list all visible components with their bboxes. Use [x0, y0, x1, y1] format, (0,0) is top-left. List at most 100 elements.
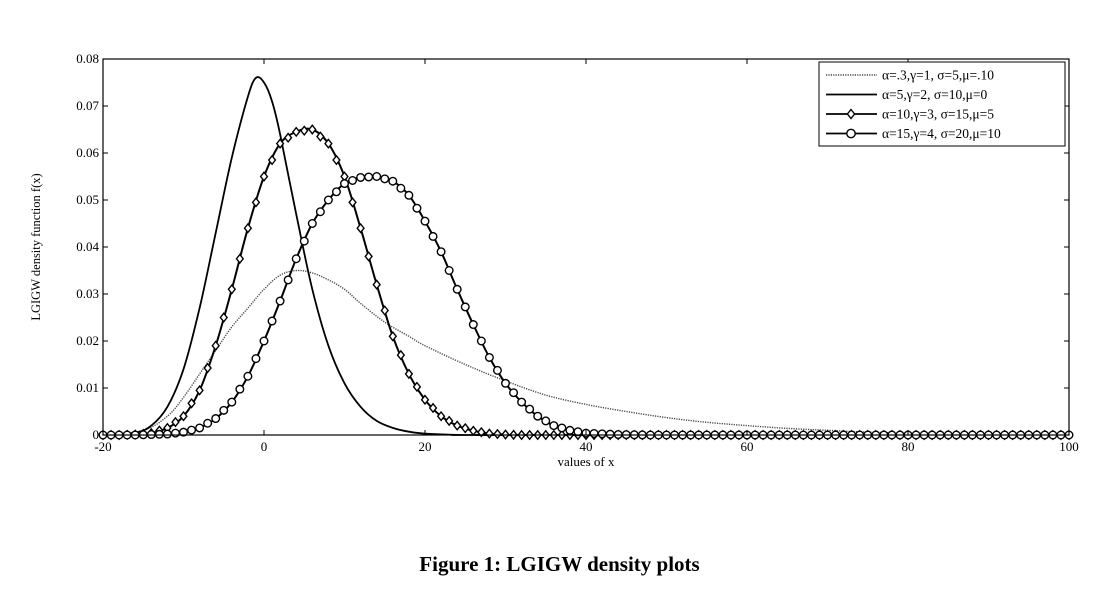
- series-4-point: [476, 336, 486, 346]
- series-3-point: [396, 349, 406, 361]
- series-3-point: [195, 385, 204, 396]
- legend-label-2: α=5,γ=2, σ=10,μ=0: [882, 87, 988, 102]
- x-tick-label: 20: [419, 439, 432, 454]
- series-4-point: [509, 388, 519, 398]
- legend-marker-circle: [846, 128, 856, 139]
- series-3-point: [259, 171, 269, 182]
- series-4-point: [315, 207, 325, 217]
- series-4-point: [211, 414, 221, 424]
- series-4-point: [396, 183, 406, 193]
- series-3-point: [203, 362, 212, 374]
- series-3-point: [356, 222, 365, 234]
- series-4-point: [589, 428, 599, 438]
- series-4-point: [227, 397, 237, 407]
- legend-box: [818, 61, 1066, 147]
- series-3-point: [460, 422, 470, 434]
- series-3-point: [436, 410, 446, 422]
- series-3-point: [187, 397, 196, 409]
- series-3-point: [380, 305, 390, 316]
- series-4-point: [517, 397, 527, 407]
- series-4-point: [420, 216, 430, 226]
- series-3-point: [469, 425, 478, 437]
- series-4-point: [243, 371, 253, 381]
- series-3-point: [219, 312, 229, 323]
- series-3-point: [388, 330, 398, 342]
- series-4-point: [380, 174, 390, 184]
- x-ticks: -20 0 20 40 60 80 100: [94, 59, 1079, 454]
- series-4-point: [484, 352, 494, 362]
- series-4-point: [444, 266, 454, 276]
- series-3-point: [428, 402, 438, 414]
- series-3-point: [477, 426, 486, 438]
- legend-label-3: α=10,γ=3, σ=15,μ=5: [882, 107, 994, 122]
- y-tick-label: 0.07: [76, 98, 99, 113]
- series-4-point: [219, 405, 229, 415]
- series-4-point: [557, 423, 567, 433]
- series-3-point: [444, 415, 454, 427]
- y-tick-label: 0.01: [76, 380, 99, 395]
- y-tick-label: 0.03: [76, 286, 99, 301]
- series-4-point: [436, 247, 446, 257]
- series-4-point: [428, 231, 438, 241]
- series-4-point: [291, 254, 301, 264]
- series-4-point: [492, 365, 502, 375]
- series-line-4: [103, 175, 1069, 437]
- y-tick-label: 0: [93, 427, 100, 442]
- series-4-point: [573, 427, 583, 437]
- series-4-point: [372, 171, 382, 181]
- series-4-point: [275, 296, 285, 306]
- series-4-point: [162, 429, 172, 439]
- series-4-point: [597, 429, 607, 439]
- series-3-point: [412, 381, 422, 393]
- x-tick-label: -20: [94, 439, 111, 454]
- figure-caption: Figure 1: LGIGW density plots: [419, 552, 700, 576]
- series-3-point: [485, 428, 494, 439]
- series-4-point: [404, 190, 414, 200]
- series-4-point: [533, 411, 543, 421]
- y-tick-label: 0.05: [76, 192, 99, 207]
- series-4-point: [388, 176, 398, 186]
- series-3-point: [243, 222, 253, 234]
- y-tick-label: 0.02: [76, 333, 99, 348]
- series-4-point: [283, 275, 293, 285]
- legend-label-4: α=15,γ=4, σ=20,μ=10: [882, 126, 1001, 141]
- series-4-point: [340, 179, 350, 189]
- series-4-point: [299, 236, 309, 246]
- series-4-point: [501, 378, 511, 388]
- series-4-point: [170, 428, 180, 438]
- series-3-point: [372, 279, 381, 290]
- series-3-point: [179, 410, 188, 422]
- series-3-point: [275, 138, 285, 149]
- series-4-point: [468, 320, 478, 330]
- series-3-point: [283, 132, 293, 144]
- series-3-point: [251, 197, 261, 208]
- series-4-point: [267, 316, 277, 326]
- series-3-point: [235, 253, 245, 265]
- series-4-point: [251, 354, 261, 364]
- series-4-point: [460, 302, 470, 312]
- markers-layer: [98, 124, 1074, 441]
- series-4-point: [412, 203, 422, 213]
- series-4-point: [235, 384, 245, 394]
- series-3-point: [291, 126, 301, 138]
- series-4-point: [331, 187, 341, 197]
- series-3-point: [299, 125, 309, 136]
- series-4-point: [356, 172, 366, 182]
- x-tick-label: 80: [902, 439, 915, 454]
- series-line-1: [102, 269, 1070, 436]
- x-tick-label: 100: [1059, 439, 1079, 454]
- series-3-point: [171, 416, 180, 428]
- series-3-point: [452, 420, 462, 431]
- series-3-point: [420, 394, 430, 406]
- series-4-point: [307, 218, 317, 228]
- series-4-point: [525, 404, 535, 414]
- series-3-point: [404, 368, 414, 380]
- series-3-point: [308, 124, 317, 135]
- series-3-point: [211, 340, 220, 352]
- series-3-point: [324, 138, 333, 149]
- chart: -20 0 20 40 60 80 100 00.010.020.030.040.050.0…: [29, 51, 1079, 469]
- series-4-point: [259, 336, 269, 346]
- series-3-point: [493, 428, 502, 440]
- series-3-point: [267, 154, 277, 166]
- series-3-point: [348, 197, 357, 208]
